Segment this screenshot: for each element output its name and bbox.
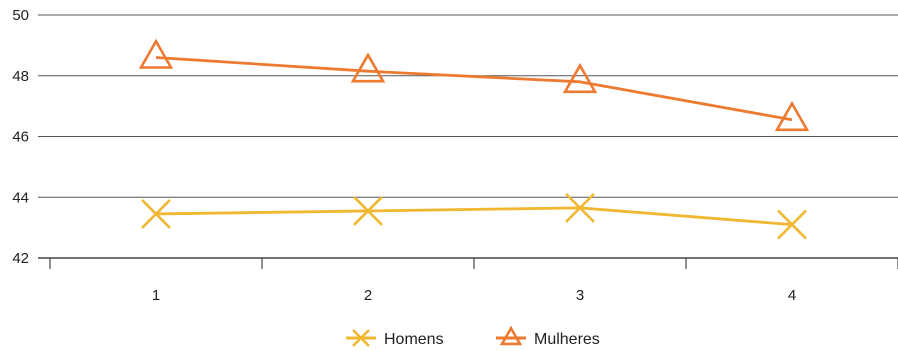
data-point: [350, 52, 386, 83]
data-point: [774, 100, 810, 132]
series-line: [155, 206, 793, 226]
legend-marker: [352, 329, 370, 347]
x-tick-label: 4: [788, 287, 796, 304]
legend-item-homens: Homens: [346, 329, 444, 348]
legend-item-mulheres: Mulheres: [496, 325, 600, 348]
data-point: [777, 209, 807, 240]
y-tick-label: 46: [12, 129, 29, 146]
legend: Homens Mulheres: [346, 325, 600, 348]
y-tick-label: 48: [12, 68, 29, 85]
series-line: [155, 56, 793, 122]
data-point: [141, 199, 171, 229]
data-point: [562, 62, 598, 94]
y-tick-label: 42: [12, 250, 29, 267]
y-tick-label: 44: [12, 189, 29, 206]
x-axis-tick-labels: 1 2 3 4: [152, 287, 796, 304]
data-point: [565, 192, 595, 223]
legend-label: Homens: [384, 331, 444, 348]
data-point: [353, 195, 383, 226]
gridlines: [38, 14, 898, 198]
y-axis-tick-labels: 42 44 46 48 50: [12, 7, 29, 267]
data-point: [138, 38, 174, 69]
series-mulheres: [138, 38, 810, 132]
legend-label: Mulheres: [534, 331, 600, 348]
y-tick-label: 50: [12, 7, 29, 24]
x-tick-label: 1: [152, 287, 160, 304]
series-homens: [141, 192, 807, 240]
x-tick-label: 2: [364, 287, 372, 304]
x-tick-label: 3: [576, 287, 584, 304]
legend-marker: [499, 325, 523, 346]
x-axis: [38, 257, 898, 269]
series-lines: [138, 38, 810, 240]
